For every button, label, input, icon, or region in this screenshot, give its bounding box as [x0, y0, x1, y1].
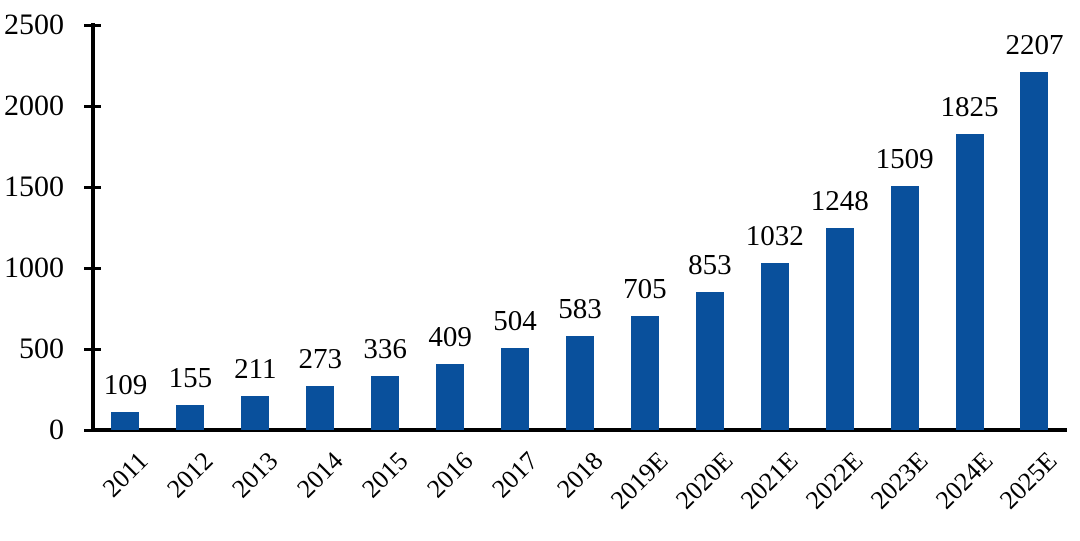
- y-tick-mark: [84, 23, 101, 27]
- bar-value-label-2023E: 1509: [875, 142, 934, 175]
- bar-value-label-2012: 155: [168, 361, 213, 394]
- bar-value-label-2016: 409: [428, 320, 472, 353]
- y-tick-mark: [84, 347, 101, 351]
- bar-value-label-2015: 336: [363, 332, 407, 365]
- y-tick-mark: [84, 266, 101, 270]
- bar-value-label-2020E: 853: [688, 248, 732, 281]
- bar-value-label-2018: 583: [558, 292, 602, 325]
- y-axis-line: [91, 23, 95, 432]
- bar-2012: [176, 404, 205, 430]
- bar-2011: [111, 412, 140, 430]
- y-tick-mark: [84, 185, 101, 189]
- y-tick-label-2000: 2000: [4, 89, 64, 122]
- bar-value-label-2022E: 1248: [810, 184, 869, 217]
- bar-value-label-2021E: 1032: [745, 219, 804, 252]
- y-tick-label-500: 500: [19, 332, 64, 365]
- bar-2021E: [760, 262, 789, 430]
- bar-value-label-2019E: 705: [623, 272, 667, 305]
- bar-2018: [565, 335, 594, 430]
- bar-2020E: [695, 291, 724, 430]
- bar-value-label-2024E: 1825: [940, 91, 999, 124]
- y-tick-label-1500: 1500: [4, 170, 64, 203]
- y-tick-mark: [84, 428, 101, 432]
- y-tick-label-0: 0: [49, 413, 64, 446]
- bar-2024E: [955, 134, 984, 430]
- bar-2025E: [1020, 72, 1049, 430]
- y-tick-label-1000: 1000: [4, 251, 64, 284]
- bar-value-label-2014: 273: [298, 342, 343, 375]
- bar-2017: [501, 348, 530, 430]
- bar-2023E: [890, 185, 919, 430]
- bar-2016: [436, 363, 465, 430]
- x-axis-line: [91, 428, 1067, 432]
- y-tick-mark: [84, 104, 101, 108]
- bar-2022E: [825, 227, 854, 430]
- y-tick-label-2500: 2500: [4, 8, 64, 41]
- bar-value-label-2011: 109: [103, 369, 148, 402]
- bar-value-label-2025E: 2207: [1005, 29, 1064, 62]
- bar-2015: [371, 375, 400, 430]
- bar-value-label-2017: 504: [493, 305, 537, 338]
- bar-2013: [241, 395, 270, 430]
- bar-value-label-2013: 211: [234, 352, 277, 385]
- bar-2014: [306, 385, 335, 430]
- bar-2019E: [630, 315, 659, 430]
